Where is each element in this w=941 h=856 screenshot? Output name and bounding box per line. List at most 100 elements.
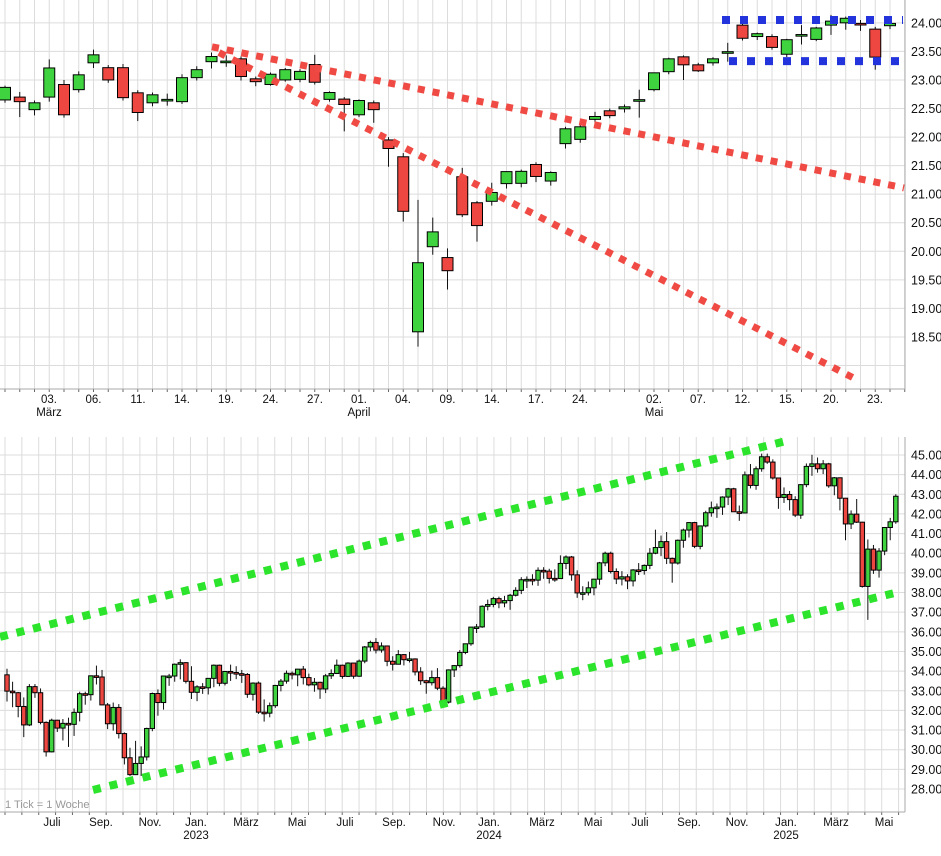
candle-down bbox=[300, 668, 306, 679]
candle-up bbox=[876, 550, 882, 571]
x-axis-label: Sep. bbox=[89, 817, 113, 829]
candle-up bbox=[211, 664, 217, 679]
x-axis-label: 14. bbox=[484, 394, 500, 406]
x-axis-label: März bbox=[823, 817, 849, 829]
candle-down bbox=[859, 521, 865, 587]
candle-down bbox=[764, 456, 770, 463]
x-axis-sublabel: 2024 bbox=[476, 830, 502, 842]
candle-up bbox=[345, 662, 351, 677]
candle-up bbox=[110, 706, 116, 725]
candle-up bbox=[809, 463, 815, 467]
candle-down bbox=[635, 569, 642, 573]
x-axis-label: März bbox=[233, 817, 259, 829]
y-axis-label: 37.000 bbox=[911, 606, 941, 620]
x-axis-label: 03. bbox=[41, 394, 57, 406]
candle-down bbox=[870, 548, 877, 571]
candle-down bbox=[869, 28, 882, 58]
candle-up bbox=[294, 668, 301, 676]
candle-down bbox=[401, 654, 407, 661]
candle-up bbox=[205, 677, 211, 689]
candle-down bbox=[121, 733, 128, 759]
candle-down bbox=[826, 463, 832, 487]
x-axis-label: 27. bbox=[307, 394, 323, 406]
candle-down bbox=[13, 96, 26, 103]
candle-up bbox=[518, 579, 524, 591]
candle-up bbox=[322, 675, 329, 690]
y-axis-label: 45.000 bbox=[911, 448, 941, 462]
candle-down bbox=[99, 676, 105, 706]
candle-up bbox=[708, 507, 715, 514]
x-axis-label: Jan. bbox=[775, 817, 797, 829]
candle-down bbox=[390, 660, 396, 665]
candle-down bbox=[4, 674, 10, 692]
candle-down bbox=[308, 64, 321, 83]
x-axis-sublabel: Mai bbox=[645, 407, 664, 419]
candle-up bbox=[144, 727, 150, 758]
candle-up bbox=[721, 51, 734, 54]
candle-down bbox=[93, 675, 100, 678]
candle-up bbox=[362, 646, 368, 662]
candle-down bbox=[183, 662, 189, 682]
candle-down bbox=[239, 673, 245, 676]
candle-up bbox=[714, 506, 720, 510]
candle-up bbox=[279, 69, 292, 81]
candle-up bbox=[591, 578, 597, 589]
candle-up bbox=[648, 72, 660, 91]
y-axis-label: 44.000 bbox=[911, 468, 941, 482]
y-axis-label: 34.000 bbox=[911, 665, 941, 679]
candle-up bbox=[334, 664, 340, 674]
tick-scale-note: 1 Tick = 1 Woche bbox=[5, 799, 90, 811]
x-axis-sublabel: April bbox=[347, 407, 370, 419]
y-axis-label: 40.000 bbox=[911, 547, 941, 561]
candle-down bbox=[434, 677, 441, 689]
candle-up bbox=[865, 548, 871, 587]
y-axis-label: 18.500 bbox=[911, 330, 941, 344]
y-axis-label: 21.500 bbox=[911, 159, 941, 173]
candle-up bbox=[445, 669, 452, 703]
candle-up bbox=[563, 556, 569, 564]
candle-up bbox=[76, 693, 83, 713]
x-axis-label: Juli bbox=[631, 817, 648, 829]
candle-up bbox=[602, 552, 608, 564]
candle-up bbox=[753, 468, 759, 486]
x-axis-label: Mai bbox=[875, 817, 894, 829]
candle-down bbox=[530, 163, 542, 177]
y-axis-label: 19.500 bbox=[911, 273, 941, 287]
x-axis-label: März bbox=[529, 817, 555, 829]
candle-up bbox=[378, 645, 385, 651]
candle-up bbox=[60, 722, 66, 729]
candle-down bbox=[842, 497, 849, 525]
candle-up bbox=[88, 675, 94, 696]
x-axis-label: 12. bbox=[735, 394, 751, 406]
candle-down bbox=[289, 672, 295, 676]
candle-down bbox=[58, 84, 70, 116]
candle-down bbox=[255, 682, 262, 713]
x-axis-label: Sep. bbox=[382, 817, 406, 829]
candle-down bbox=[384, 645, 390, 662]
dax-daily-candlestick-group: 24.000 23.500 23.000 22.500 22.000 21.500 21.0… bbox=[0, 0, 941, 419]
candle-down bbox=[131, 92, 144, 114]
x-axis-label: Mai bbox=[584, 817, 603, 829]
candle-up bbox=[272, 684, 279, 707]
x-axis-sublabel: 2025 bbox=[773, 830, 799, 842]
candle-down bbox=[423, 680, 429, 684]
candle-up bbox=[647, 552, 653, 566]
candle-up bbox=[893, 495, 899, 523]
candle-down bbox=[471, 202, 483, 227]
candle-down bbox=[21, 705, 27, 726]
x-axis-label: 24. bbox=[263, 394, 279, 406]
candle-up bbox=[848, 513, 854, 525]
candle-down bbox=[102, 67, 115, 81]
candle-up bbox=[138, 756, 144, 764]
candle-up bbox=[356, 660, 362, 677]
candle-up bbox=[222, 670, 228, 684]
candle-up bbox=[544, 171, 557, 182]
candle-up bbox=[429, 677, 435, 684]
candle-down bbox=[43, 721, 49, 753]
y-axis-label: 35.000 bbox=[911, 645, 941, 659]
candle-down bbox=[837, 477, 843, 499]
x-axis-label: 01. bbox=[351, 394, 367, 406]
candle-up bbox=[473, 626, 480, 630]
candle-down bbox=[441, 257, 454, 272]
candle-up bbox=[172, 663, 178, 677]
